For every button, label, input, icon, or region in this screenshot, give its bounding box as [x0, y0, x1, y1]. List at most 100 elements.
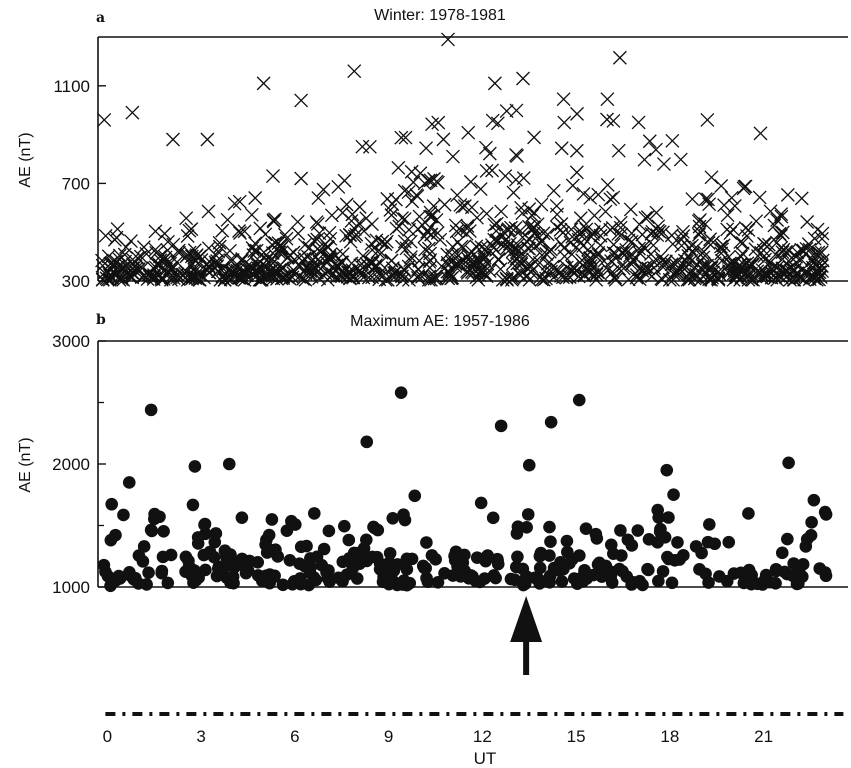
scatter-point	[584, 229, 599, 244]
scatter-point	[479, 550, 493, 564]
scatter-point	[749, 214, 764, 229]
scatter-point	[671, 536, 684, 549]
scatter-point	[410, 271, 425, 285]
scatter-point	[244, 207, 259, 222]
x-axis-label: UT	[474, 749, 497, 768]
scatter-point	[581, 242, 596, 257]
scatter-point	[752, 265, 767, 280]
scatter-point	[701, 535, 715, 549]
scatter-point	[474, 240, 489, 255]
scatter-point	[343, 227, 358, 242]
scatter-point	[573, 227, 588, 242]
scatter-point	[656, 225, 670, 240]
scatter-point	[606, 237, 621, 252]
scatter-point	[456, 240, 471, 255]
scatter-point	[129, 571, 142, 585]
scatter-point	[669, 264, 684, 279]
scatter-point	[608, 270, 623, 285]
scatter-point	[569, 165, 584, 180]
scatter-point	[444, 271, 459, 286]
scatter-point	[251, 555, 265, 569]
scatter-point	[646, 254, 661, 269]
scatter-point	[665, 237, 680, 252]
scatter-point	[613, 220, 628, 235]
scatter-point	[99, 271, 114, 286]
scatter-point	[744, 266, 759, 281]
scatter-point	[619, 242, 634, 257]
scatter-point	[700, 113, 715, 127]
scatter-point	[576, 575, 590, 588]
scatter-point	[702, 576, 715, 589]
scatter-point	[365, 242, 380, 257]
scatter-point	[727, 567, 741, 580]
scatter-point	[427, 171, 441, 186]
scatter-point	[352, 200, 367, 214]
scatter-point	[99, 565, 112, 579]
scatter-point	[248, 191, 263, 205]
scatter-point	[673, 553, 686, 566]
scatter-point	[722, 535, 736, 549]
scatter-point	[277, 227, 292, 242]
scatter-point	[463, 174, 478, 189]
scatter-point	[294, 93, 309, 108]
scatter-point	[371, 523, 385, 537]
scatter-point	[420, 536, 433, 549]
scatter-point	[418, 242, 433, 257]
x-tick-label: 12	[473, 727, 492, 746]
scatter-point	[469, 239, 484, 254]
scatter-point	[180, 229, 195, 243]
scatter-point	[104, 262, 119, 277]
scatter-point	[449, 224, 464, 239]
scatter-point	[342, 533, 356, 547]
y-tick-label: 1000	[52, 578, 90, 597]
scatter-point	[266, 169, 280, 184]
scatter-point	[469, 210, 484, 225]
scatter-point	[267, 570, 281, 584]
scatter-point	[662, 272, 677, 287]
scatter-point	[664, 228, 679, 243]
scatter-point	[316, 182, 331, 197]
scatter-point	[232, 224, 246, 238]
panel-a: a Winter: 1978-1981 AE (nT) 300 700 1100	[17, 7, 848, 291]
scatter-point	[343, 234, 358, 249]
scatter-point	[606, 190, 621, 205]
scatter-point	[570, 106, 584, 121]
scatter-point	[155, 566, 168, 580]
scatter-point	[322, 524, 336, 538]
scatter-point	[448, 549, 461, 563]
scatter-point	[600, 92, 615, 107]
scatter-point	[360, 435, 374, 449]
scatter-point	[490, 116, 505, 131]
scatter-point	[510, 527, 524, 540]
scatter-point	[212, 235, 227, 250]
scatter-point	[464, 569, 478, 582]
scatter-point	[573, 211, 588, 226]
scatter-point	[107, 232, 122, 247]
scatter-point	[386, 512, 400, 525]
scatter-point	[339, 228, 354, 243]
scatter-point	[559, 260, 574, 275]
scatter-point	[179, 211, 194, 226]
scatter-point	[302, 240, 317, 255]
scatter-point	[517, 578, 530, 592]
scatter-point	[534, 197, 549, 212]
scatter-point	[373, 562, 387, 576]
scatter-point	[123, 234, 138, 249]
scatter-point	[793, 270, 808, 285]
scatter-point	[110, 222, 125, 237]
scatter-point	[616, 258, 631, 273]
scatter-point	[383, 202, 398, 217]
scatter-point	[796, 570, 809, 583]
panel-b-points	[97, 386, 833, 593]
scatter-point	[425, 549, 439, 562]
scatter-point	[587, 208, 602, 223]
scatter-point	[652, 574, 665, 588]
scatter-point	[504, 220, 518, 235]
scatter-point	[569, 143, 584, 158]
scatter-point	[807, 231, 822, 246]
scatter-point	[635, 227, 650, 242]
scatter-point	[413, 166, 428, 181]
scatter-point	[555, 225, 570, 240]
scatter-point	[227, 196, 242, 211]
